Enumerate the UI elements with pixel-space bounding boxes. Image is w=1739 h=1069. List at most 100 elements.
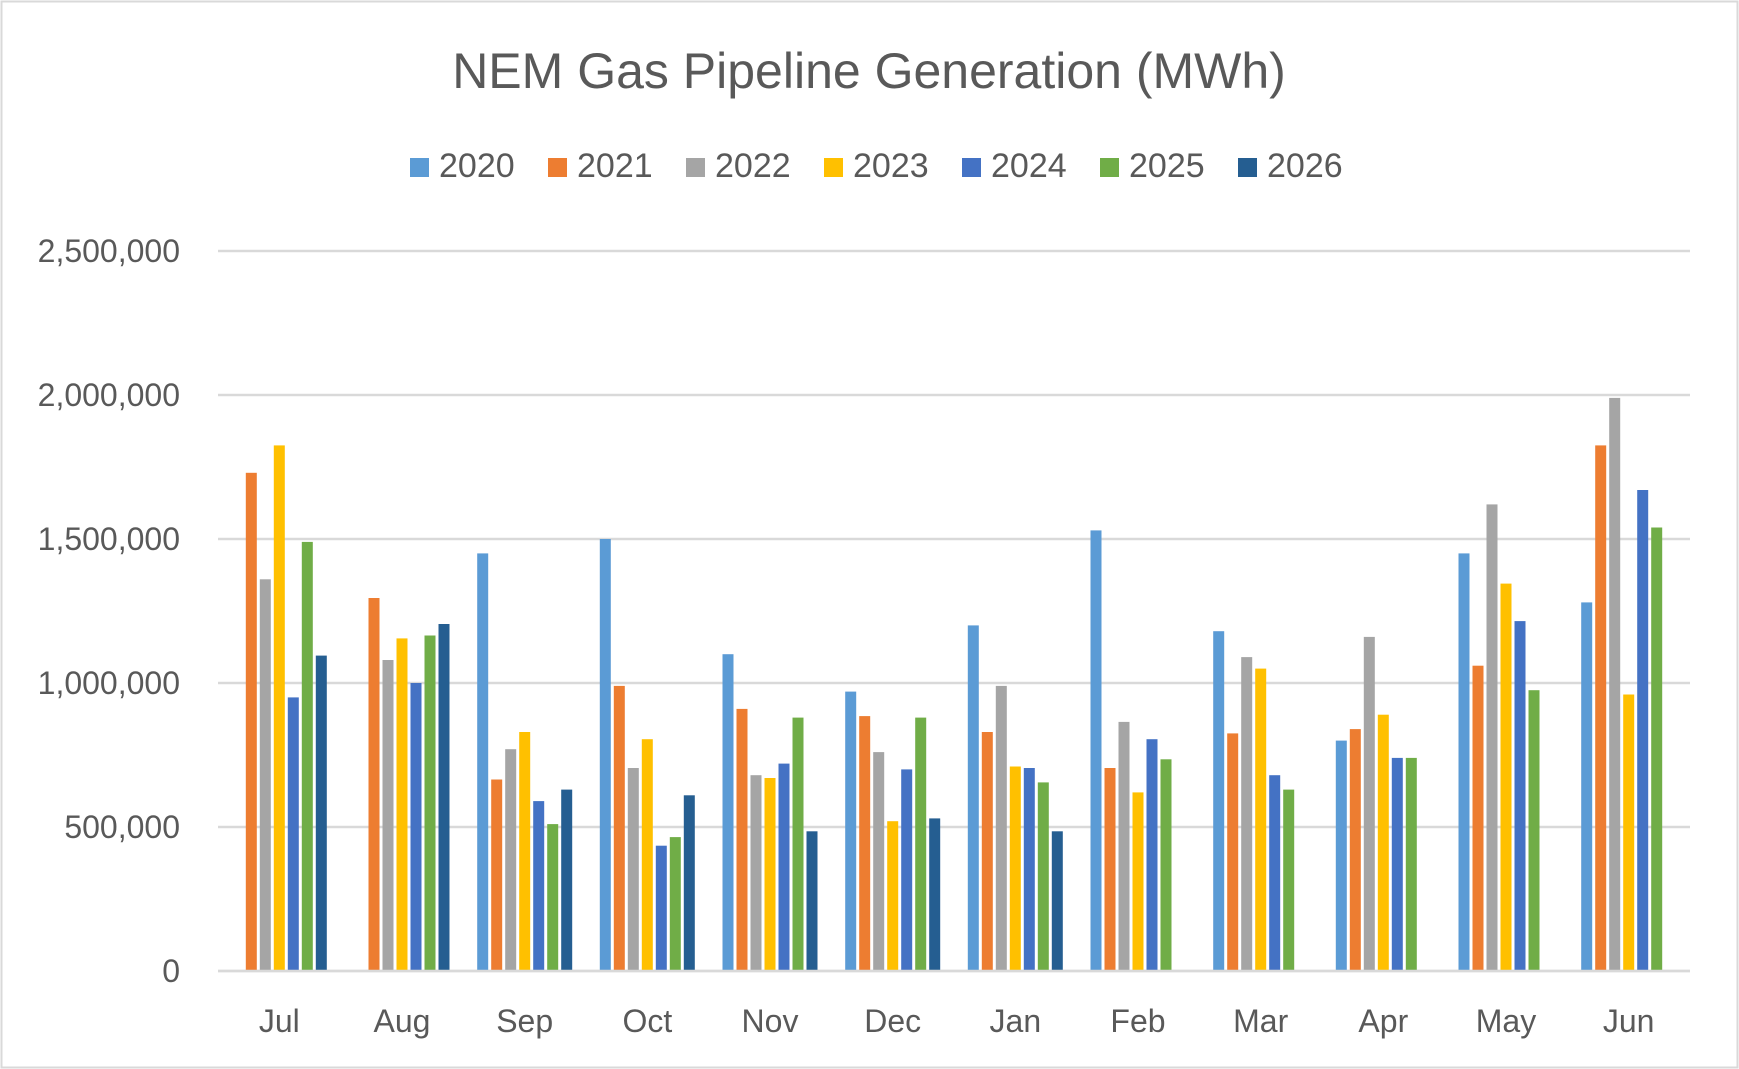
chart-title: NEM Gas Pipeline Generation (MWh) <box>452 43 1286 99</box>
legend-swatch <box>1100 158 1119 177</box>
bar-2026-nov <box>806 831 818 971</box>
bar-2021-feb <box>1104 768 1116 971</box>
bar-2025-jan <box>1037 782 1049 971</box>
legend-label: 2025 <box>1129 147 1205 185</box>
bar-2024-sep <box>533 801 545 971</box>
y-tick-label: 2,500,000 <box>38 233 180 269</box>
y-tick-label: 1,000,000 <box>38 665 180 701</box>
bar-2024-jan <box>1023 768 1035 971</box>
x-tick-label: Jun <box>1603 1003 1655 1039</box>
bar-2024-mar <box>1269 775 1281 971</box>
legend-label: 2026 <box>1267 147 1343 185</box>
bar-2021-jul <box>245 472 257 971</box>
bar-2025-aug <box>424 635 436 971</box>
bar-2022-jun <box>1609 397 1621 971</box>
bar-2022-mar <box>1241 657 1253 971</box>
x-tick-label: Aug <box>374 1003 431 1039</box>
bar-2020-jun <box>1581 602 1593 971</box>
bar-2025-jun <box>1651 527 1663 971</box>
legend-swatch <box>410 158 429 177</box>
bar-2022-jan <box>995 685 1007 971</box>
bar-2025-may <box>1528 690 1540 971</box>
legend-label: 2022 <box>715 147 791 185</box>
y-tick-label: 2,000,000 <box>38 377 180 413</box>
bar-2021-sep <box>491 779 503 971</box>
x-tick-label: Mar <box>1233 1003 1288 1039</box>
bar-2026-jan <box>1051 831 1063 971</box>
legend-item-2021: 2021 <box>548 147 653 185</box>
bar-2025-apr <box>1405 757 1417 971</box>
bar-2026-dec <box>929 818 941 971</box>
bar-2022-apr <box>1363 636 1375 971</box>
bar-2026-oct <box>683 795 695 971</box>
legend-label: 2021 <box>577 147 653 185</box>
bar-2021-jun <box>1595 445 1607 971</box>
bar-2023-dec <box>887 821 899 971</box>
legend-item-2023: 2023 <box>824 147 929 185</box>
legend-label: 2023 <box>853 147 929 185</box>
legend-label: 2020 <box>439 147 515 185</box>
bar-2024-dec <box>901 769 913 971</box>
bar-2023-oct <box>641 739 653 971</box>
legend-label: 2024 <box>991 147 1067 185</box>
bar-2022-jul <box>259 579 271 971</box>
bar-2021-nov <box>736 708 748 971</box>
bar-2023-may <box>1500 583 1512 971</box>
bar-2024-may <box>1514 621 1526 971</box>
bar-2021-oct <box>613 685 625 971</box>
bar-2020-sep <box>477 553 489 971</box>
bar-2024-apr <box>1391 757 1403 971</box>
bar-2022-nov <box>750 775 762 971</box>
bar-2020-apr <box>1335 740 1347 971</box>
x-tick-label: Feb <box>1110 1003 1165 1039</box>
bar-2024-feb <box>1146 739 1158 971</box>
bar-2024-jul <box>287 697 299 971</box>
bar-2023-mar <box>1255 668 1267 971</box>
bar-2020-nov <box>722 654 734 971</box>
legend-item-2020: 2020 <box>410 147 515 185</box>
x-tick-label: Jul <box>259 1003 300 1039</box>
bar-2021-aug <box>368 598 380 971</box>
bars <box>245 397 1663 971</box>
bar-2020-oct <box>599 539 611 971</box>
bar-2023-apr <box>1377 714 1389 971</box>
bar-2023-jun <box>1623 694 1635 971</box>
x-axis: Jul Aug Sep Oct Nov Dec Jan Feb Mar Apr May Jun <box>218 969 1690 1039</box>
bar-2024-aug <box>410 683 422 971</box>
y-tick-label: 1,500,000 <box>38 521 180 557</box>
legend: 2020 2021 2022 2023 2024 2025 2026 <box>410 147 1343 185</box>
bar-2022-oct <box>627 768 639 971</box>
bar-2020-jan <box>967 625 979 971</box>
bar-2020-dec <box>845 691 857 971</box>
bar-2023-nov <box>764 778 776 971</box>
legend-swatch <box>686 158 705 177</box>
x-tick-label: Jan <box>990 1003 1042 1039</box>
legend-swatch <box>548 158 567 177</box>
bar-2020-feb <box>1090 530 1102 971</box>
bar-2023-jul <box>273 445 285 971</box>
legend-item-2022: 2022 <box>686 147 791 185</box>
bar-2022-sep <box>505 749 517 971</box>
bar-2025-sep <box>547 824 559 971</box>
bar-2026-aug <box>438 624 450 971</box>
x-tick-label: Dec <box>864 1003 921 1039</box>
bar-2021-may <box>1472 665 1484 971</box>
bar-2022-feb <box>1118 721 1130 971</box>
bar-2021-dec <box>859 716 871 971</box>
bar-2022-may <box>1486 504 1498 971</box>
x-tick-label: Apr <box>1358 1003 1408 1039</box>
bar-2026-sep <box>561 789 573 971</box>
bar-2020-mar <box>1213 631 1225 971</box>
bar-2021-mar <box>1227 733 1239 971</box>
bar-2025-mar <box>1283 789 1295 971</box>
bar-2025-jul <box>301 541 313 971</box>
y-axis: 0 500,000 1,000,000 1,500,000 2,000,000 2,500… <box>38 233 180 989</box>
bar-2024-nov <box>778 763 790 971</box>
x-tick-label: Oct <box>622 1003 672 1039</box>
bar-2021-apr <box>1349 729 1361 971</box>
x-tick-label: May <box>1476 1003 1536 1039</box>
x-tick-label: Nov <box>742 1003 799 1039</box>
bar-2023-jan <box>1009 766 1021 971</box>
legend-swatch <box>962 158 981 177</box>
